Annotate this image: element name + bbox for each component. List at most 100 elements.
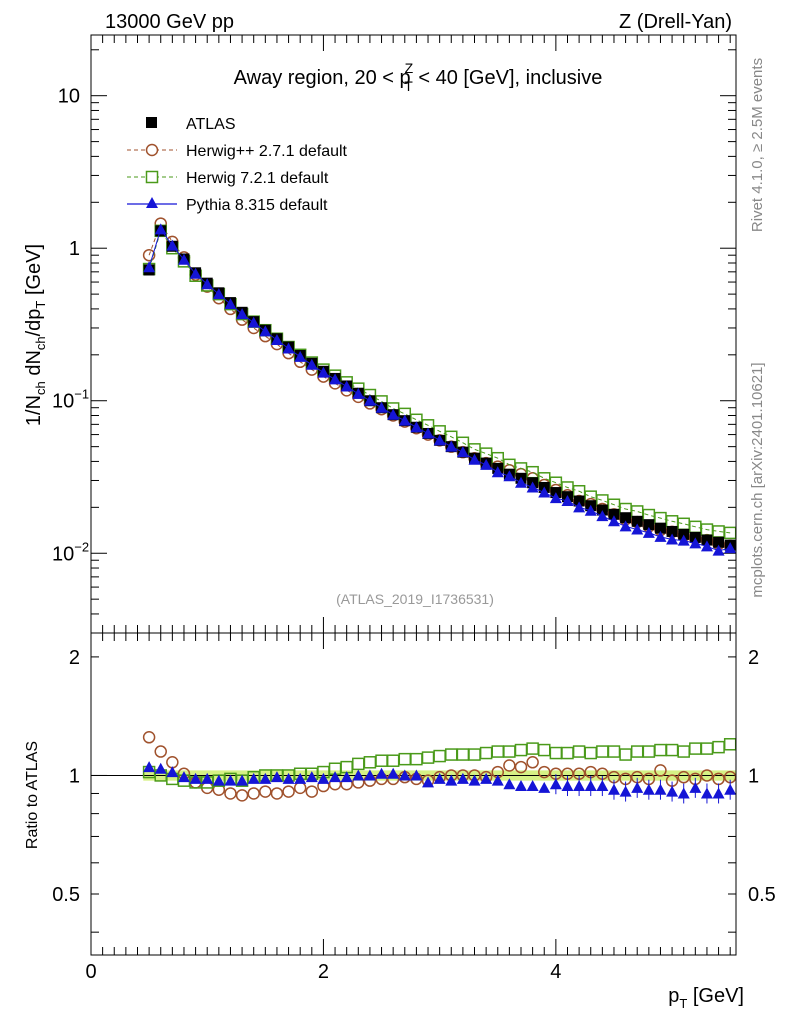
main-ytick-label: 1 [69,238,80,260]
main-ytick-label: 10−1 [52,387,89,413]
ratio-data-point [514,760,528,774]
main-data-point [619,520,632,532]
main-data-point [596,504,608,516]
ratio-data-point [259,772,272,784]
ratio-data-point [329,771,342,783]
ratio-data-point [654,783,667,795]
main-data-point [573,495,585,507]
ratio-data-point [700,769,714,782]
ratio-data-point [526,756,539,769]
ratio-data-point [619,785,632,797]
ratio-data-point [201,772,214,784]
main-data-point [329,373,342,385]
main-data-point [677,534,690,546]
ratio-data-point [282,785,295,798]
ratio-data-point [503,759,516,772]
ratio-xtick-label: 0 [85,961,96,983]
ratio-data-point [677,787,690,799]
main-data-point [526,481,539,493]
main-data-point [642,526,655,538]
ratio-data-point [445,774,458,786]
main-data-point [607,515,620,527]
ratio-data-point [235,789,249,802]
main-data-point [573,501,586,513]
ratio-data-point [573,780,586,792]
ratio-data-point [270,771,283,783]
ratio-data-point [143,761,156,773]
ratio-data-point [352,769,365,781]
ratio-ylabel: Ratio to ATLAS [24,741,41,849]
ratio-data-point [282,772,295,784]
main-data-point [352,387,365,399]
ratio-data-point [398,769,411,781]
main-data-point [654,522,666,534]
ratio-ytick-label-left: 2 [69,647,80,669]
main-data-point [201,278,214,290]
main-data-point [294,350,307,362]
main-data-point [631,523,644,535]
main-ytick-label: 10−2 [52,539,89,565]
legend-label-pythia: Pythia 8.315 default [186,197,328,214]
legend: ATLAS Herwig++ 2.7.1 default Herwig 7.2.… [127,116,348,214]
ratio-data-point [177,771,190,783]
main-data-point [678,528,690,540]
side-label-rivet: Rivet 4.1.0, ≥ 2.5M events [749,58,766,232]
ratio-data-point [700,787,713,799]
header-right: Z (Drell-Yan) [619,11,732,33]
ratio-data-point [537,765,551,779]
legend-marker-herwig7 [145,170,159,184]
ratio-frame [90,632,737,956]
main-data-point [224,298,237,310]
ratio-data-point [259,785,272,798]
main-data-point [317,366,330,378]
main-series-3 [143,223,737,556]
main-data-point [236,308,249,320]
ratio-data-point [712,787,725,799]
main-data-point [724,542,737,554]
legend-label-atlas: ATLAS [186,116,236,133]
ratio-data-point [236,774,249,786]
main-data-point [456,446,469,458]
legend-marker-atlas [146,117,157,128]
ratio-data-point [340,771,353,783]
main-data-point [468,453,481,465]
main-ylabel: 1/Nch dNch/dpT [GeV] [23,244,48,426]
main-data-point [643,519,655,531]
ratio-data-point [642,783,655,795]
main-data-point [422,427,435,439]
ratio-xtick-label: 2 [318,961,329,983]
ratio-data-point [631,781,644,793]
ratio-data-point [363,769,376,781]
main-data-point [666,533,679,545]
header-left: 13000 GeV pp [105,11,234,33]
main-data-point [631,515,643,527]
ratio-data-point [596,780,609,792]
ratio-ytick-label-left: 0.5 [52,884,80,906]
ratio-data-point [317,772,330,784]
ratio-ytick-label-right: 1 [748,765,759,787]
ratio-data-point [561,780,574,792]
main-data-point [375,401,388,413]
legend-entry-herwigpp: Herwig++ 2.7.1 default [127,143,348,160]
main-data-point [305,358,318,370]
ratio-data-point [666,785,679,797]
ratio-data-point [224,787,237,800]
main-data-point [177,253,190,265]
ratio-data-point [607,783,620,795]
ratio-data-point [515,780,527,792]
main-data-point [549,492,562,504]
main-data-point [212,288,225,300]
ratio-data-point [224,774,237,786]
main-ytick-label: 10 [58,86,80,108]
main-data-point [654,530,667,542]
main-data-point [491,466,504,478]
main-data-point [480,458,493,470]
main-data-point [620,512,632,524]
ratio-data-point [294,772,307,784]
ratio-data-point [689,781,702,793]
ratio-data-point [468,774,481,786]
ratio-data-point [142,731,156,744]
legend-label-herwig7: Herwig 7.2.1 default [186,170,329,187]
